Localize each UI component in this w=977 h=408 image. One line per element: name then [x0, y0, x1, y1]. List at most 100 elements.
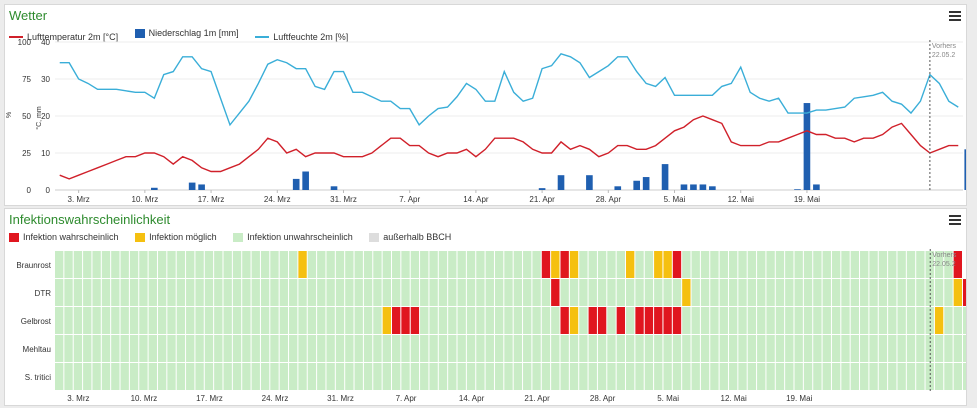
precipitation-bar [302, 171, 309, 190]
heatmap-cell [279, 279, 289, 306]
heatmap-cell [120, 335, 129, 362]
heatmap-cell [298, 307, 307, 334]
heatmap-cell [167, 335, 176, 362]
heatmap-cell [869, 363, 878, 390]
heatmap-cell [195, 279, 204, 306]
temperature-line [59, 115, 959, 180]
heatmap-cell [944, 279, 953, 306]
heatmap-cell [831, 251, 841, 278]
heatmap-cell [289, 335, 298, 362]
heatmap-cell [916, 335, 925, 362]
heatmap-cell [466, 363, 476, 390]
legend-item-unlikely[interactable]: Infektion unwahrscheinlich [233, 232, 353, 242]
heatmap-cell [616, 307, 626, 334]
heatmap-cell [373, 307, 382, 334]
heatmap-cell [513, 363, 523, 390]
y-unit-percent: % [6, 112, 13, 118]
heatmap-cell [747, 335, 757, 362]
heatmap-cell [654, 363, 663, 390]
x-tick-label: 21. Apr [524, 394, 550, 403]
heatmap-cell [579, 363, 588, 390]
heatmap-cell [476, 279, 485, 306]
heatmap-cell [860, 363, 869, 390]
heatmap-cell [635, 251, 644, 278]
heatmap-cell [101, 363, 111, 390]
x-tick-label: 28. Apr [590, 394, 616, 403]
heatmap-cell [307, 279, 317, 306]
heatmap-cell [242, 279, 251, 306]
heatmap-cell [803, 335, 813, 362]
heatmap-cell [148, 279, 157, 306]
heatmap-cell [167, 251, 176, 278]
heatmap-cell [438, 335, 448, 362]
infection-panel: Infektionswahrscheinlichkeit Infektion w… [4, 208, 967, 406]
heatmap-cell [775, 335, 785, 362]
heatmap-cell [541, 307, 551, 334]
y-tick-temp: 30 [41, 75, 50, 84]
precipitation-bar [330, 186, 338, 190]
heatmap-cell [597, 335, 607, 362]
heatmap-cell [775, 279, 785, 306]
heatmap-cell [55, 307, 64, 334]
legend-label: Infektion möglich [149, 232, 217, 242]
heatmap-cell [167, 307, 176, 334]
heatmap-cell [523, 279, 532, 306]
legend-item-likely[interactable]: Infektion wahrscheinlich [9, 232, 119, 242]
heatmap-cell [335, 363, 345, 390]
legend-item-possible[interactable]: Infektion möglich [135, 232, 217, 242]
heatmap-cell [373, 335, 382, 362]
heatmap-cell [354, 251, 363, 278]
heatmap-cell [682, 307, 691, 334]
heatmap-cell [260, 335, 270, 362]
heatmap-cell [532, 363, 541, 390]
heatmap-cell [504, 251, 513, 278]
heatmap-cell [214, 335, 223, 362]
heatmap-cell [354, 363, 363, 390]
heatmap-cell [298, 251, 307, 278]
heatmap-cell [775, 363, 785, 390]
precipitation-bar [188, 182, 196, 190]
heatmap-cell [466, 279, 476, 306]
heatmap-cell [363, 307, 373, 334]
heatmap-cell [494, 251, 504, 278]
heatmap-cell [691, 363, 700, 390]
heatmap-cell [101, 251, 111, 278]
heatmap-cell [944, 307, 953, 334]
heatmap-cell [916, 251, 925, 278]
legend-item-outside-bbch[interactable]: außerhalb BBCH [369, 232, 451, 242]
heatmap-cell [401, 279, 410, 306]
heatmap-cell [682, 251, 691, 278]
heatmap-cell [644, 279, 654, 306]
heatmap-cell [410, 279, 420, 306]
heatmap-cell [663, 363, 672, 390]
heatmap-cell [953, 307, 962, 334]
heatmap-cell [73, 307, 83, 334]
heatmap-cell [410, 251, 420, 278]
weather-menu-icon[interactable] [949, 11, 961, 21]
heatmap-cell [569, 251, 579, 278]
x-tick-label: 17. Mrz [198, 195, 225, 204]
heatmap-cell [850, 279, 860, 306]
heatmap-cell [719, 279, 728, 306]
heatmap-cell [466, 251, 476, 278]
heatmap-cell [92, 307, 101, 334]
legend-item-temperature[interactable]: Lufttemperatur 2m [°C] [9, 32, 118, 42]
heatmap-cell [728, 279, 738, 306]
heatmap-cell [672, 335, 682, 362]
infection-menu-icon[interactable] [949, 215, 961, 225]
legend-item-humidity[interactable]: Luftfeuchte 2m [%] [255, 32, 348, 42]
heatmap-cell [691, 307, 700, 334]
heatmap-cell [841, 335, 850, 362]
infection-panel-title: Infektionswahrscheinlichkeit [9, 212, 171, 227]
heatmap-cell [635, 335, 644, 362]
heatmap-cell [513, 307, 523, 334]
heatmap-cell [569, 363, 579, 390]
heatmap-cell [457, 251, 466, 278]
legend-item-precipitation[interactable]: Niederschlag 1m [mm] [134, 28, 239, 38]
heatmap-cell [523, 307, 532, 334]
heatmap-cell [317, 307, 326, 334]
heatmap-cell [532, 279, 541, 306]
legend-label: Infektion wahrscheinlich [23, 232, 119, 242]
heatmap-cell [532, 251, 541, 278]
